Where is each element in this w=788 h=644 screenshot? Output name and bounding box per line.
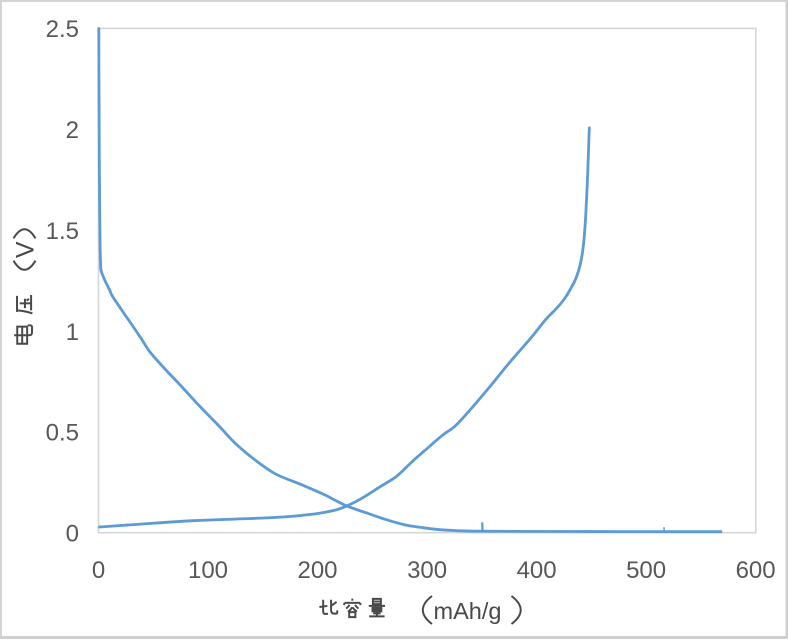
svg-text:0: 0 xyxy=(92,557,105,584)
svg-text:500: 500 xyxy=(626,557,666,584)
svg-text:400: 400 xyxy=(517,557,557,584)
svg-text:1: 1 xyxy=(66,319,79,346)
svg-text:2: 2 xyxy=(66,117,79,144)
svg-text:mAh/g: mAh/g xyxy=(434,598,502,624)
svg-text:0.5: 0.5 xyxy=(46,420,79,447)
svg-text:300: 300 xyxy=(407,557,447,584)
svg-text:100: 100 xyxy=(188,557,228,584)
svg-text:1.5: 1.5 xyxy=(46,218,79,245)
svg-text:600: 600 xyxy=(736,557,776,584)
svg-text:V: V xyxy=(11,241,39,258)
svg-text:2.5: 2.5 xyxy=(46,16,79,43)
svg-text:0: 0 xyxy=(66,521,79,548)
svg-text:200: 200 xyxy=(297,557,337,584)
